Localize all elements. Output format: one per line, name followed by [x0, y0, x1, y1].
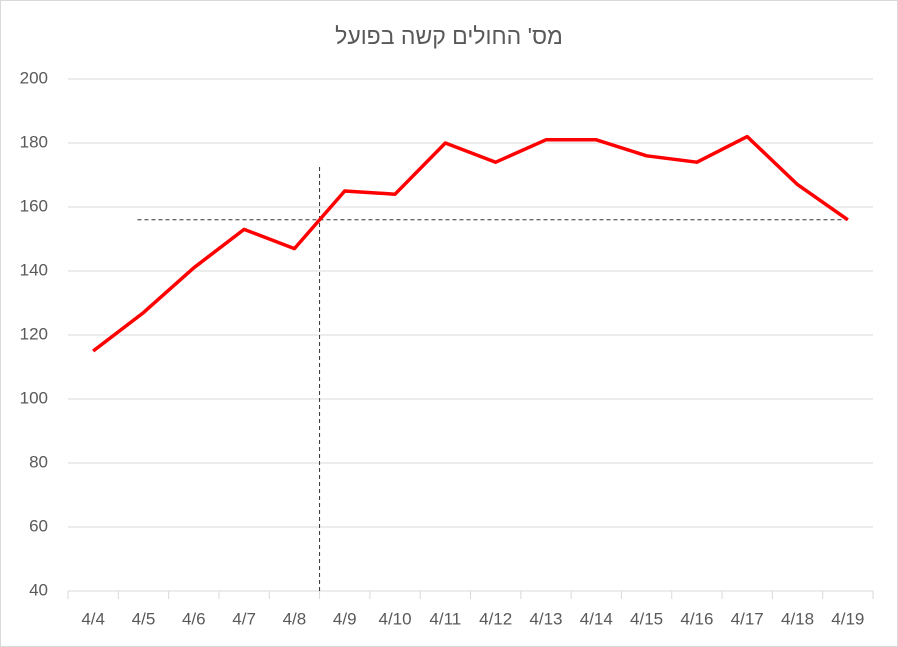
x-tick-label: 4/16: [680, 609, 713, 628]
x-tick-label: 4/7: [232, 609, 256, 628]
x-tick-label: 4/10: [378, 609, 411, 628]
y-tick-label: 100: [20, 388, 48, 407]
x-tick-label: 4/19: [831, 609, 864, 628]
y-tick-label: 60: [29, 516, 48, 535]
data-line: [92, 134, 849, 353]
x-tick-label: 4/12: [479, 609, 512, 628]
chart-title: מס' החולים קשה בפועל: [335, 23, 563, 49]
x-tick-label: 4/18: [781, 609, 814, 628]
y-tick-label: 40: [29, 580, 48, 599]
x-tick-label: 4/5: [132, 609, 156, 628]
x-tick-label: 4/4: [81, 609, 105, 628]
x-tick-label: 4/6: [182, 609, 206, 628]
x-tick-label: 4/13: [529, 609, 562, 628]
y-tick-label: 140: [20, 260, 48, 279]
y-tick-label: 160: [20, 196, 48, 215]
x-tick-label: 4/14: [580, 609, 613, 628]
y-tick-label: 200: [20, 68, 48, 87]
y-tick-label: 80: [29, 452, 48, 471]
y-tick-label: 180: [20, 132, 48, 151]
y-tick-label: 120: [20, 324, 48, 343]
x-tick-label: 4/15: [630, 609, 663, 628]
x-tick-label: 4/11: [429, 609, 461, 628]
x-tick-label: 4/17: [731, 609, 764, 628]
x-tick-label: 4/9: [333, 609, 357, 628]
x-tick-label: 4/8: [283, 609, 307, 628]
